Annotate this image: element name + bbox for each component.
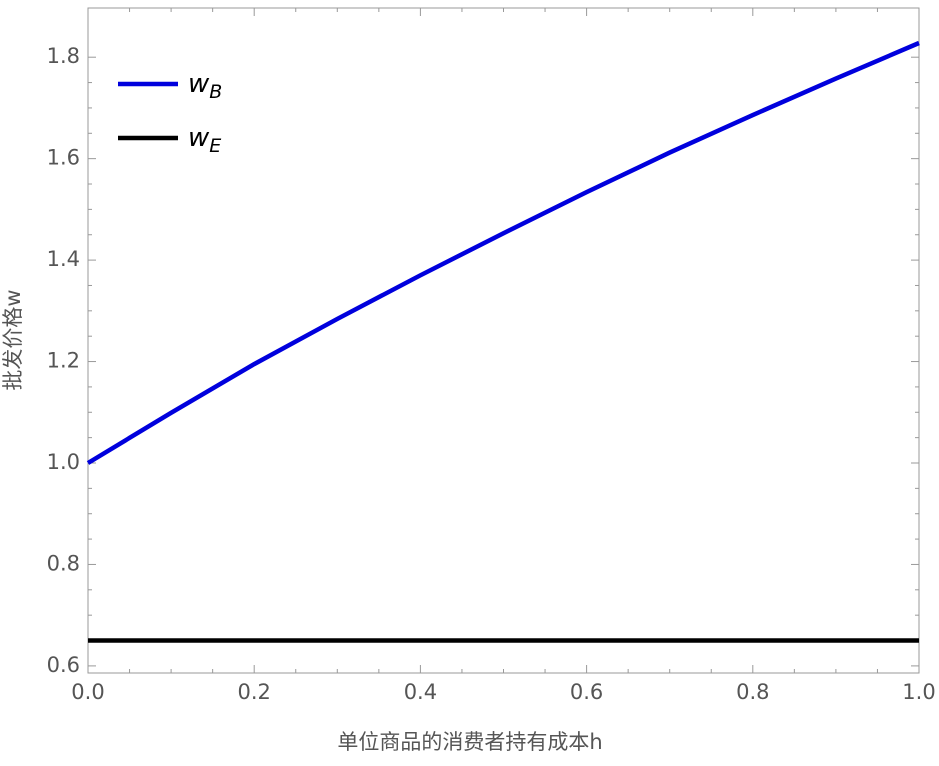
legend-label: wE bbox=[188, 123, 221, 157]
legend-subscript: B bbox=[209, 81, 222, 103]
y-tick-label: 1.6 bbox=[47, 146, 80, 170]
y-axis-label: 批发价格w bbox=[1, 289, 25, 390]
legend-name: w bbox=[188, 69, 210, 99]
x-tick-label: 0.8 bbox=[736, 680, 769, 704]
x-tick-label: 0.6 bbox=[570, 680, 603, 704]
y-tick-label: 0.8 bbox=[47, 551, 80, 575]
legend-subscript: E bbox=[209, 135, 221, 157]
y-tick-label: 0.6 bbox=[47, 653, 80, 677]
plot-frame bbox=[87, 7, 920, 674]
x-tick-label: 0.4 bbox=[404, 680, 437, 704]
x-tick-label: 0.2 bbox=[237, 680, 270, 704]
legend-label: wB bbox=[188, 69, 222, 103]
y-tick-label: 1.4 bbox=[47, 247, 80, 271]
x-tick-label: 0.0 bbox=[71, 680, 104, 704]
y-tick-label: 1.0 bbox=[47, 450, 80, 474]
y-tick-label: 1.8 bbox=[47, 44, 80, 68]
x-tick-label: 1.0 bbox=[902, 680, 935, 704]
series-line bbox=[86, 40, 920, 465]
legend-name: w bbox=[188, 123, 210, 153]
x-axis-label: 单位商品的消费者持有成本h bbox=[337, 730, 602, 754]
y-tick-label: 1.2 bbox=[47, 349, 80, 373]
